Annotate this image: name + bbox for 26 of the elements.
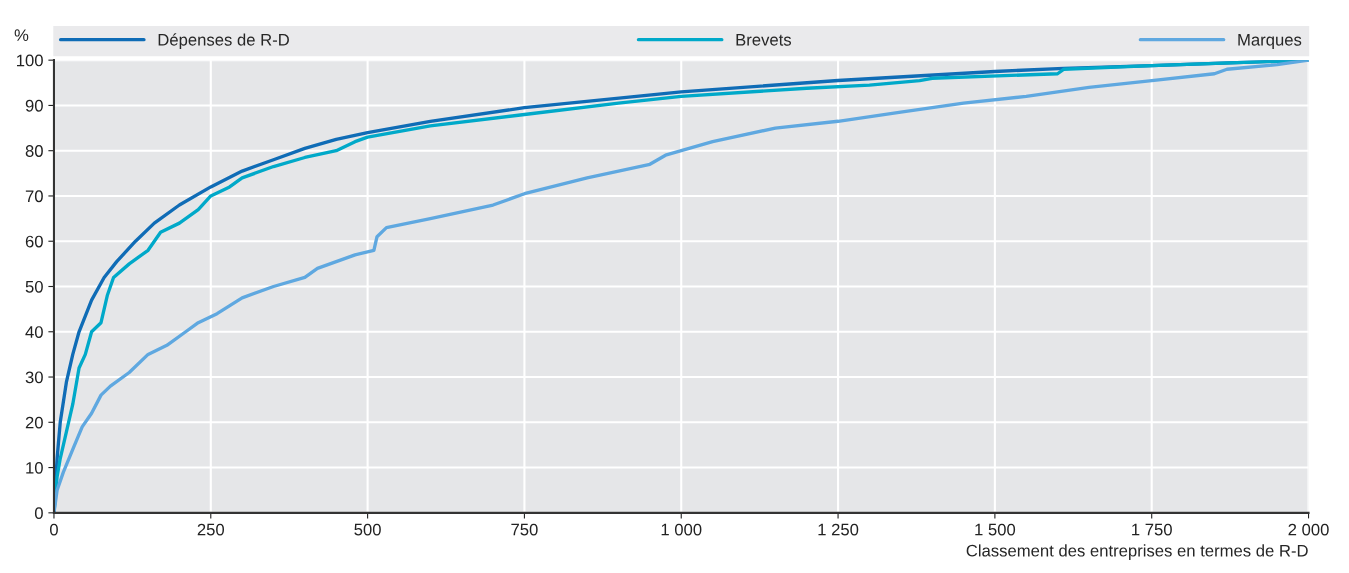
x-axis-title: Classement des entreprises en termes de R-D bbox=[966, 544, 1308, 560]
x-tick-label: 1 000 bbox=[661, 523, 702, 536]
y-tick-label: 80 bbox=[25, 145, 43, 157]
y-tick-label: 40 bbox=[25, 326, 43, 338]
y-tick-label: 50 bbox=[25, 280, 43, 293]
y-tick-label: 90 bbox=[25, 99, 43, 112]
x-tick-label: 0 bbox=[49, 523, 58, 536]
y-tick-label: 10 bbox=[26, 461, 43, 474]
y-axis-title: % bbox=[14, 29, 29, 41]
x-tick-label: 750 bbox=[511, 523, 538, 536]
y-tick-label: 60 bbox=[25, 235, 43, 248]
x-tick-label: 1 750 bbox=[1132, 523, 1172, 536]
y-tick-label: 20 bbox=[25, 416, 43, 429]
legend-label: Brevets bbox=[736, 34, 792, 46]
legend-label: Marques bbox=[1238, 34, 1302, 49]
y-tick-label: 70 bbox=[25, 190, 43, 203]
legend-label: Dépenses de R-D bbox=[158, 33, 289, 49]
x-tick-label: 250 bbox=[197, 523, 225, 536]
y-tick-label: 100 bbox=[17, 54, 43, 67]
line-series bbox=[53, 60, 1309, 513]
y-tick-label: 0 bbox=[34, 507, 43, 520]
x-tick-label: 500 bbox=[354, 523, 381, 536]
y-tick-label: 30 bbox=[25, 371, 43, 384]
x-tick-label: 1 500 bbox=[975, 523, 1016, 536]
x-tick-label: 1 250 bbox=[818, 523, 859, 536]
x-tick-label: 2 000 bbox=[1288, 523, 1329, 536]
